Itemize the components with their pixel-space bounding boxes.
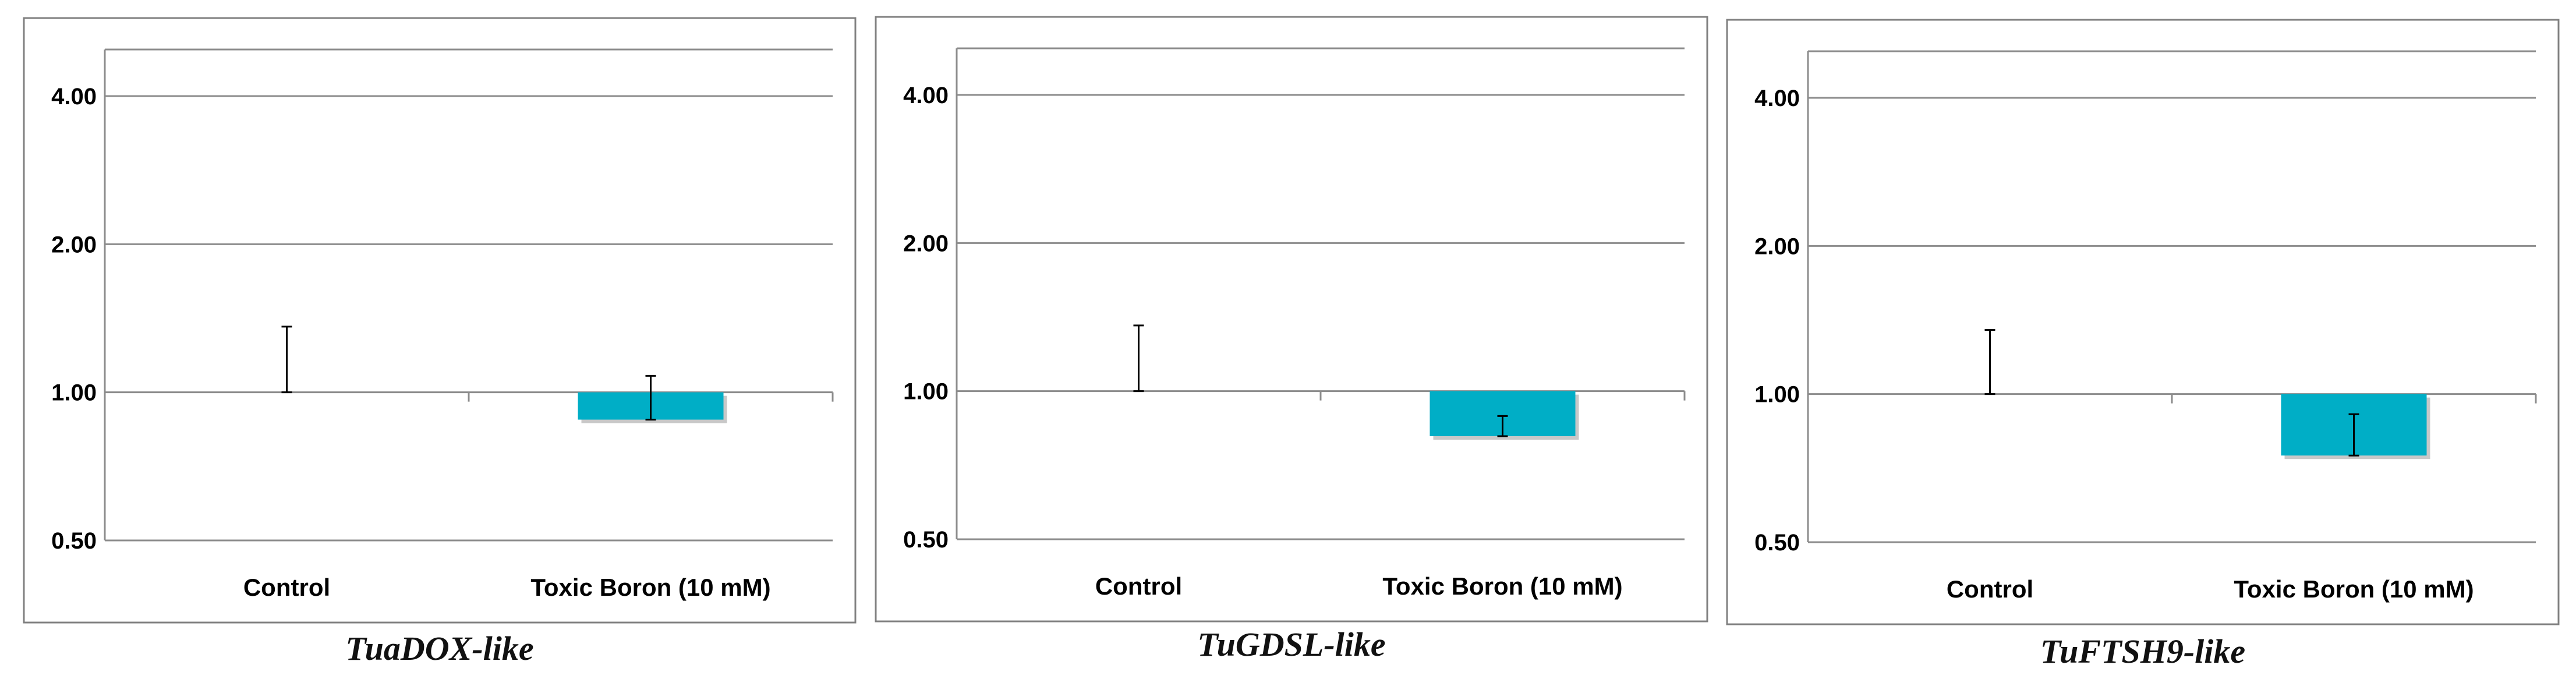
y-tick-label: 4.00	[51, 84, 97, 109]
caption-tuftsh9-like: TuFTSH9-like	[2040, 632, 2246, 670]
y-tick-label: 2.00	[903, 231, 949, 256]
chart-tuadox-like: 0.50 1.00 2.00 4.00 Control Toxic Boron (10 m…	[23, 17, 857, 624]
caption-tuadox-like: TuaDOX-like	[345, 630, 534, 667]
chart-frame	[1726, 19, 2560, 625]
chart-tuftsh9-like: 0.50 1.00 2.00 4.00 Control Toxic Boron (10 m…	[1726, 19, 2560, 625]
chart-tugdsl-like: 0.50 1.00 2.00 4.00 Control Toxic Boron (10 m…	[875, 16, 1708, 623]
y-tick-label: 4.00	[1754, 86, 1800, 111]
y-tick-label: 2.00	[1754, 234, 1800, 259]
category-label: Toxic Boron (10 mM)	[530, 574, 770, 601]
chart-frame	[875, 16, 1708, 623]
caption-tugdsl-like: TuGDSL-like	[1197, 625, 1386, 663]
y-tick-label: 0.50	[1754, 530, 1800, 556]
chart-panel-tugdsl-like: 0.50 1.00 2.00 4.00 Control Toxic Boron (10 m…	[875, 16, 1708, 623]
y-tick-label: 1.00	[51, 380, 97, 406]
y-tick-label: 1.00	[903, 379, 949, 405]
y-tick-label: 0.50	[903, 527, 949, 553]
category-label: Toxic Boron (10 mM)	[2234, 575, 2474, 603]
chart-frame	[23, 17, 857, 624]
y-tick-label: 4.00	[903, 83, 949, 108]
y-tick-label: 2.00	[51, 232, 97, 257]
chart-panel-tuftsh9-like: 0.50 1.00 2.00 4.00 Control Toxic Boron (10 m…	[1726, 19, 2560, 625]
category-label: Toxic Boron (10 mM)	[1382, 572, 1622, 600]
y-tick-label: 1.00	[1754, 382, 1800, 408]
category-label: Control	[1095, 572, 1182, 600]
category-label: Control	[1947, 575, 2033, 603]
chart-panel-tuadox-like: 0.50 1.00 2.00 4.00 Control Toxic Boron (10 m…	[23, 17, 857, 624]
category-label: Control	[243, 574, 330, 601]
y-tick-label: 0.50	[51, 528, 97, 554]
